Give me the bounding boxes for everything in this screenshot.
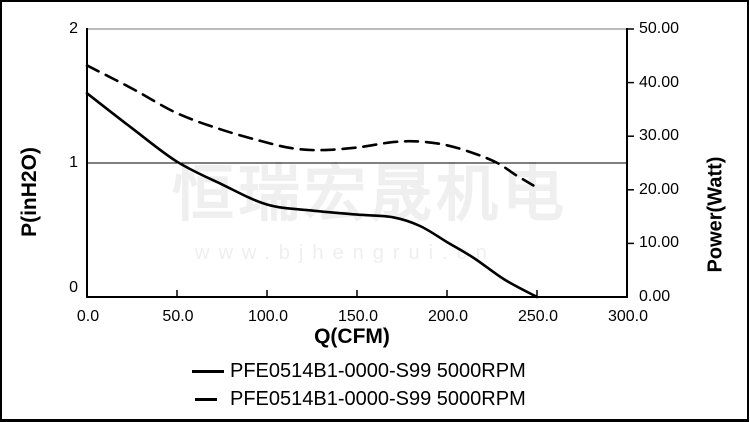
left-y-axis-title: P(inH2O) — [18, 147, 41, 237]
x-tick-label: 300.0 — [607, 308, 649, 325]
legend-row-power-curve: PFE0514B1-0000-S99 5000RPM — [192, 385, 526, 413]
right-tick-label: 0.00 — [639, 288, 671, 305]
right-tick-label: 40.00 — [639, 73, 680, 91]
left-tick-label: 1 — [69, 154, 78, 171]
x-tick-label: 250.0 — [517, 308, 559, 325]
right-y-axis-title: Power(Watt) — [704, 156, 727, 273]
x-axis-title: Q(CFM) — [314, 325, 390, 348]
x-tick-label: 50.0 — [162, 308, 194, 325]
left-tick-label: 2 — [69, 20, 78, 37]
legend-label-power: PFE0514B1-0000-S99 5000RPM — [230, 387, 526, 410]
watermark-brand-text: 恒瑞宏晟机电 — [171, 160, 568, 229]
right-tick-label: 30.00 — [639, 127, 680, 145]
legend-row-pq-curve: PFE0514B1-0000-S99 5000RPM — [192, 357, 526, 385]
legend-label-pq: PFE0514B1-0000-S99 5000RPM — [230, 359, 526, 382]
x-tick-label: 0.0 — [76, 308, 100, 325]
right-tick-label: 20.00 — [639, 180, 680, 198]
dashed-line-legend-marker — [195, 397, 217, 401]
pq-curve — [85, 92, 539, 299]
solid-line-legend-marker — [192, 369, 224, 373]
x-tick-label: 200.0 — [427, 308, 469, 325]
right-tick-label: 10.00 — [639, 234, 680, 252]
right-tick-label: 50.00 — [639, 20, 680, 37]
legend: PFE0514B1-0000-S99 5000RPM PFE0514B1-000… — [192, 357, 526, 413]
power-curve — [85, 64, 535, 187]
x-tick-label: 100.0 — [247, 308, 289, 325]
x-tick-label: 150.0 — [337, 308, 379, 325]
watermark-url-text: www.bjhengrui.cn — [195, 242, 496, 264]
left-tick-label: 0 — [69, 279, 78, 296]
